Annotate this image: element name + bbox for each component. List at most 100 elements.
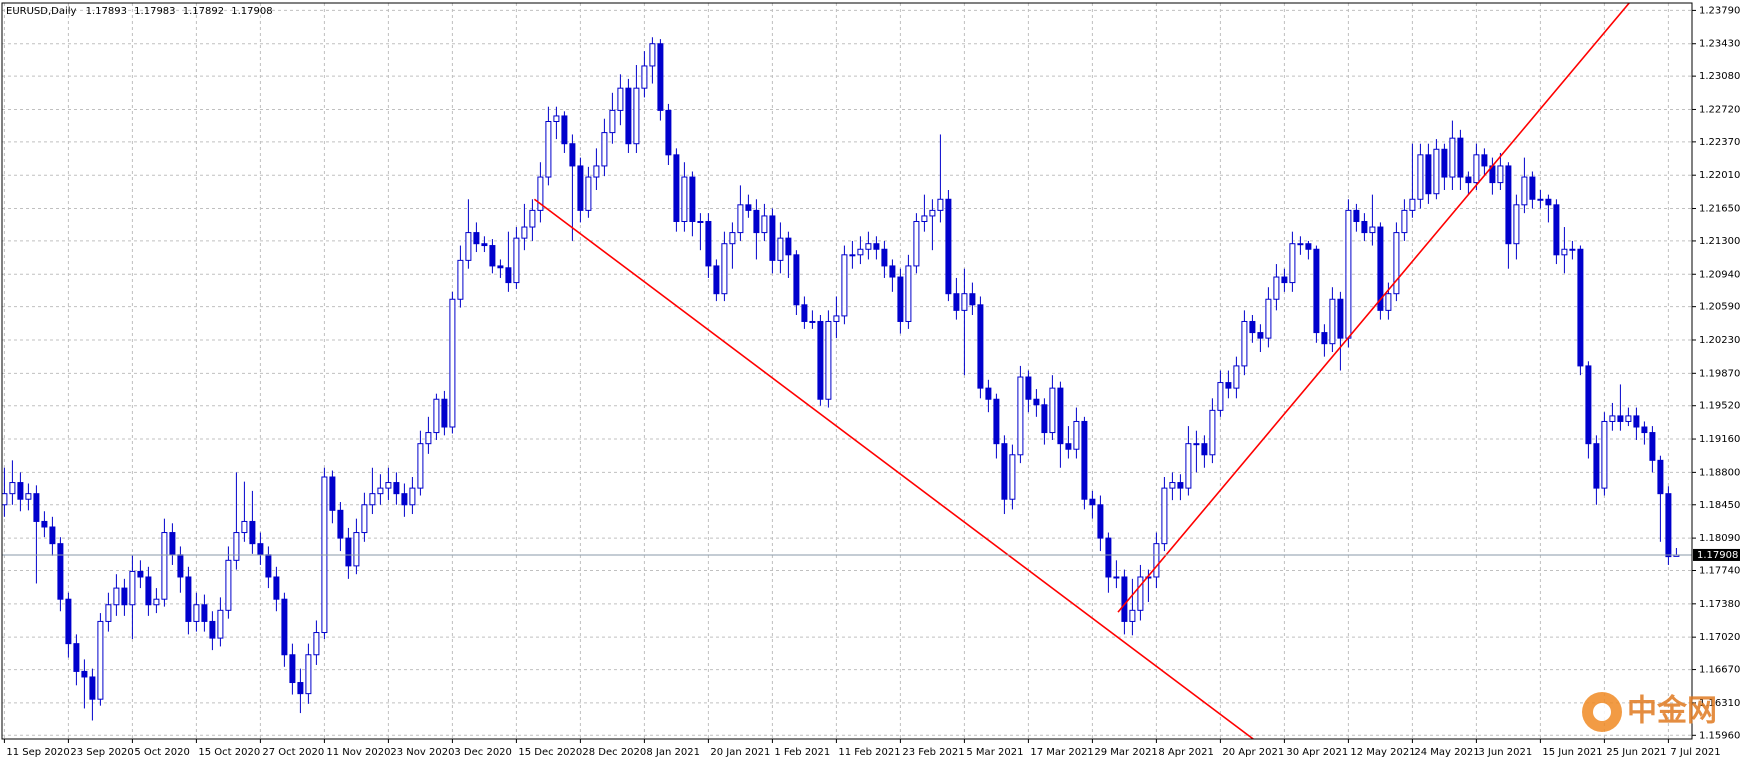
candle-body [1329, 298, 1336, 345]
y-tick-label: 1.19870 [1699, 368, 1740, 379]
candle-body [977, 304, 984, 389]
candle-body [753, 209, 760, 234]
candle-body [1561, 248, 1568, 256]
candle-body [377, 487, 384, 495]
candle-body [1409, 198, 1416, 211]
candle-body [185, 576, 192, 622]
x-tick-label: 15 Jun 2021 [1542, 747, 1602, 758]
candle-body [1001, 443, 1008, 500]
candle-body [273, 576, 280, 600]
candle-body [1209, 409, 1216, 456]
candle-body [577, 165, 584, 211]
candle-body [537, 176, 544, 211]
candle-body [945, 198, 952, 295]
candle-body [489, 245, 496, 267]
candle-body [17, 482, 24, 500]
candle-body [809, 320, 816, 323]
candle-body [617, 87, 624, 111]
x-tick-label: 12 May 2021 [1350, 747, 1415, 758]
candle-body [473, 232, 480, 245]
candle-body [625, 87, 632, 145]
x-tick-label: 11 Nov 2020 [326, 747, 390, 758]
candle-body [1657, 459, 1664, 495]
candle-body [593, 165, 600, 178]
candle-body [497, 265, 504, 269]
trend-line [1117, 3, 1630, 613]
candle-body [865, 243, 872, 250]
candle-body [1361, 220, 1368, 234]
candle-body [137, 570, 144, 578]
candle-body [553, 115, 560, 123]
candle-body [905, 265, 912, 322]
candle-body [193, 604, 200, 622]
x-tick-label: 30 Apr 2021 [1286, 747, 1348, 758]
candle-body [1113, 576, 1120, 579]
candle-body [689, 176, 696, 222]
candle-body [1041, 404, 1048, 434]
watermark-text: 中金网 [1627, 694, 1717, 729]
candle-body [641, 65, 648, 89]
candle-body [665, 109, 672, 156]
candle-body [1273, 276, 1280, 300]
candle-body [1201, 443, 1208, 456]
candle-body [801, 304, 808, 322]
candle-body [833, 315, 840, 322]
candle-body [265, 554, 272, 578]
x-tick-label: 8 Apr 2021 [1158, 747, 1213, 758]
candle-body [249, 520, 256, 545]
candle-body [1617, 415, 1624, 422]
candle-body [1169, 482, 1176, 489]
x-tick-label: 5 Mar 2021 [966, 747, 1023, 758]
candle-body [897, 276, 904, 322]
watermark: 中金网 [1582, 692, 1717, 732]
candle-body [937, 198, 944, 211]
candle-body [217, 609, 224, 639]
candle-body [913, 220, 920, 267]
candle-body [825, 320, 832, 400]
candle-body [969, 293, 976, 306]
candle-body [673, 154, 680, 222]
candle-body [1065, 443, 1072, 450]
candle-body [1097, 504, 1104, 539]
candle-body [1137, 576, 1144, 611]
candle-body [1217, 382, 1224, 411]
candle-body [1569, 248, 1576, 251]
candle-body [337, 509, 344, 539]
candle-body [1609, 415, 1616, 422]
candle-body [601, 132, 608, 167]
y-tick-label: 1.22370 [1699, 137, 1740, 148]
price-label: 1.17908 [1697, 550, 1738, 561]
candle-body [785, 237, 792, 256]
y-tick-label: 1.22720 [1699, 104, 1740, 115]
candle-body [33, 493, 40, 522]
candle-body [1377, 226, 1384, 311]
x-tick-label: 1 Feb 2021 [774, 747, 830, 758]
candle-body [281, 598, 288, 656]
y-tick-label: 1.23430 [1699, 39, 1740, 50]
trend-line [533, 198, 1254, 739]
candle-body [1289, 243, 1296, 284]
candle-body [89, 676, 96, 700]
candle-body [1185, 443, 1192, 489]
candle-body [9, 482, 16, 495]
candle-body [1593, 443, 1600, 489]
candle-body [1297, 243, 1304, 246]
candle-body [1641, 426, 1648, 434]
candle-body [1161, 487, 1168, 545]
y-tick-label: 1.20940 [1699, 269, 1740, 280]
x-tick-label: 11 Sep 2020 [6, 747, 69, 758]
candle-body [545, 121, 552, 178]
candle-body [953, 293, 960, 311]
price-label-box [1693, 548, 1740, 561]
x-tick-label: 23 Sep 2020 [70, 747, 133, 758]
candle-body [1241, 320, 1248, 367]
candle-body [385, 482, 392, 489]
candle-body [585, 176, 592, 211]
y-tick-label: 1.18450 [1699, 500, 1740, 511]
candle-body [145, 576, 152, 606]
candle-body [961, 293, 968, 311]
candle-body [449, 298, 456, 428]
candle-body [1601, 420, 1608, 489]
